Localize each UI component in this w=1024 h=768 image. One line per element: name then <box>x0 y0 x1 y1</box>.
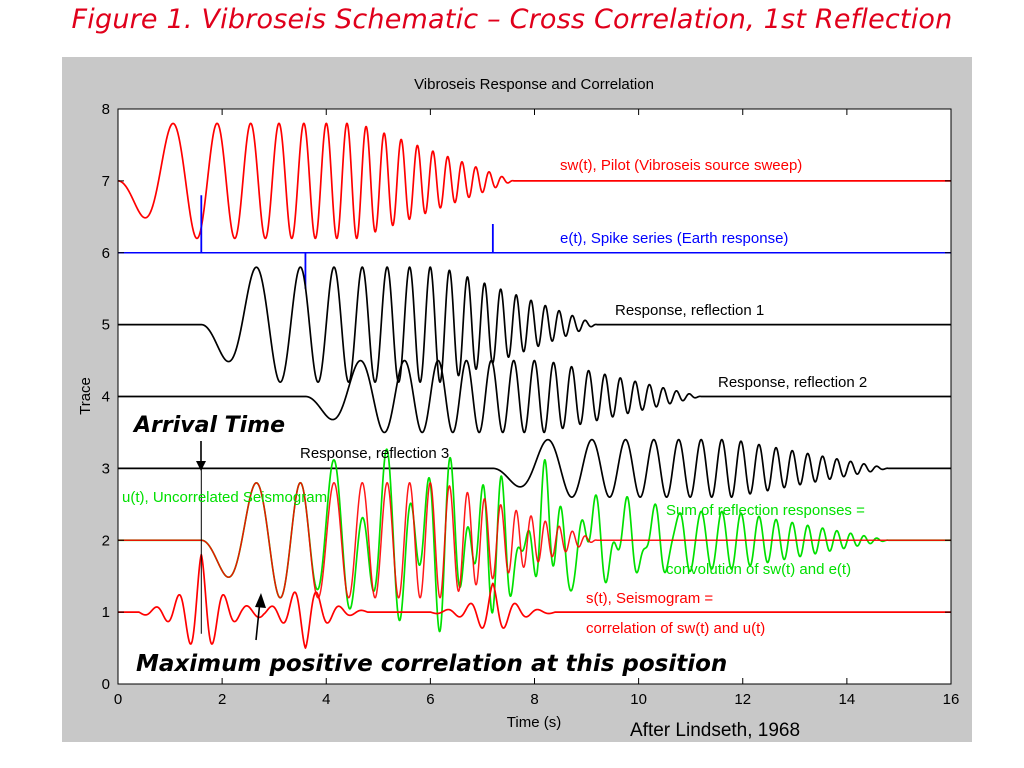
series-line-pilot-overlay <box>118 481 951 599</box>
y-tick-label: 2 <box>102 532 110 549</box>
label-resp2: Response, reflection 2 <box>718 374 867 391</box>
label-uncorrelated: u(t), Uncorrelated Seismogram <box>122 489 327 506</box>
x-tick-label: 16 <box>943 691 960 708</box>
series-line-sweep-4 <box>117 438 952 498</box>
label-seismogram-1: s(t), Seismogram = <box>586 590 713 607</box>
series-line-sweep-0 <box>117 122 952 240</box>
slide-title: Figure 1. Vibroseis Schematic – Cross Co… <box>71 4 953 35</box>
y-tick-label: 4 <box>102 389 110 406</box>
y-tick-label: 8 <box>102 101 110 118</box>
series-line-sweep-3 <box>117 359 952 434</box>
y-tick-label: 7 <box>102 173 110 190</box>
y-tick-label: 6 <box>102 245 110 262</box>
credit-text: After Lindseth, 1968 <box>630 720 801 741</box>
max-correlation-annotation: Maximum positive correlation at this pos… <box>136 651 727 677</box>
label-resp3: Response, reflection 3 <box>300 445 449 462</box>
x-tick-label: 12 <box>734 691 751 708</box>
figure-panel: 0 2 4 6 8 10 12 14 16 0 1 2 3 4 5 6 7 8 Vibroseis Respons… <box>62 57 972 742</box>
x-tick-label: 6 <box>426 691 434 708</box>
y-tick-label: 5 <box>102 317 110 334</box>
label-spikes: e(t), Spike series (Earth response) <box>560 230 788 247</box>
x-tick-label: 10 <box>630 691 647 708</box>
series-line-correlation-6 <box>117 553 952 649</box>
label-pilot: sw(t), Pilot (Vibroseis source sweep) <box>560 157 802 174</box>
x-tick-label: 2 <box>218 691 226 708</box>
series-spikes <box>118 195 951 289</box>
arrival-arrow-head <box>196 461 206 471</box>
label-sum-2: convolution of sw(t) and e(t) <box>666 561 851 578</box>
series-line-sweep-2 <box>117 266 952 383</box>
max-correlation-arrow-head <box>255 593 266 608</box>
traces <box>117 122 952 649</box>
x-tick-label: 0 <box>114 691 122 708</box>
chart-title: Vibroseis Response and Correlation <box>414 76 654 93</box>
max-correlation-arrow <box>255 600 261 641</box>
arrival-time-annotation: Arrival Time <box>132 413 285 438</box>
y-tick-label: 0 <box>102 676 110 693</box>
x-tick-label: 8 <box>530 691 538 708</box>
label-sum-1: Sum of reflection responses = <box>666 502 865 519</box>
x-tick-label: 4 <box>322 691 330 708</box>
x-axis-label: Time (s) <box>507 714 561 731</box>
label-resp1: Response, reflection 1 <box>615 302 764 319</box>
x-tick-label: 14 <box>839 691 856 708</box>
y-tick-label: 3 <box>102 460 110 477</box>
label-seismogram-2: correlation of sw(t) and u(t) <box>586 620 765 637</box>
y-axis-label: Trace <box>77 377 94 415</box>
y-tick-label: 1 <box>102 604 110 621</box>
